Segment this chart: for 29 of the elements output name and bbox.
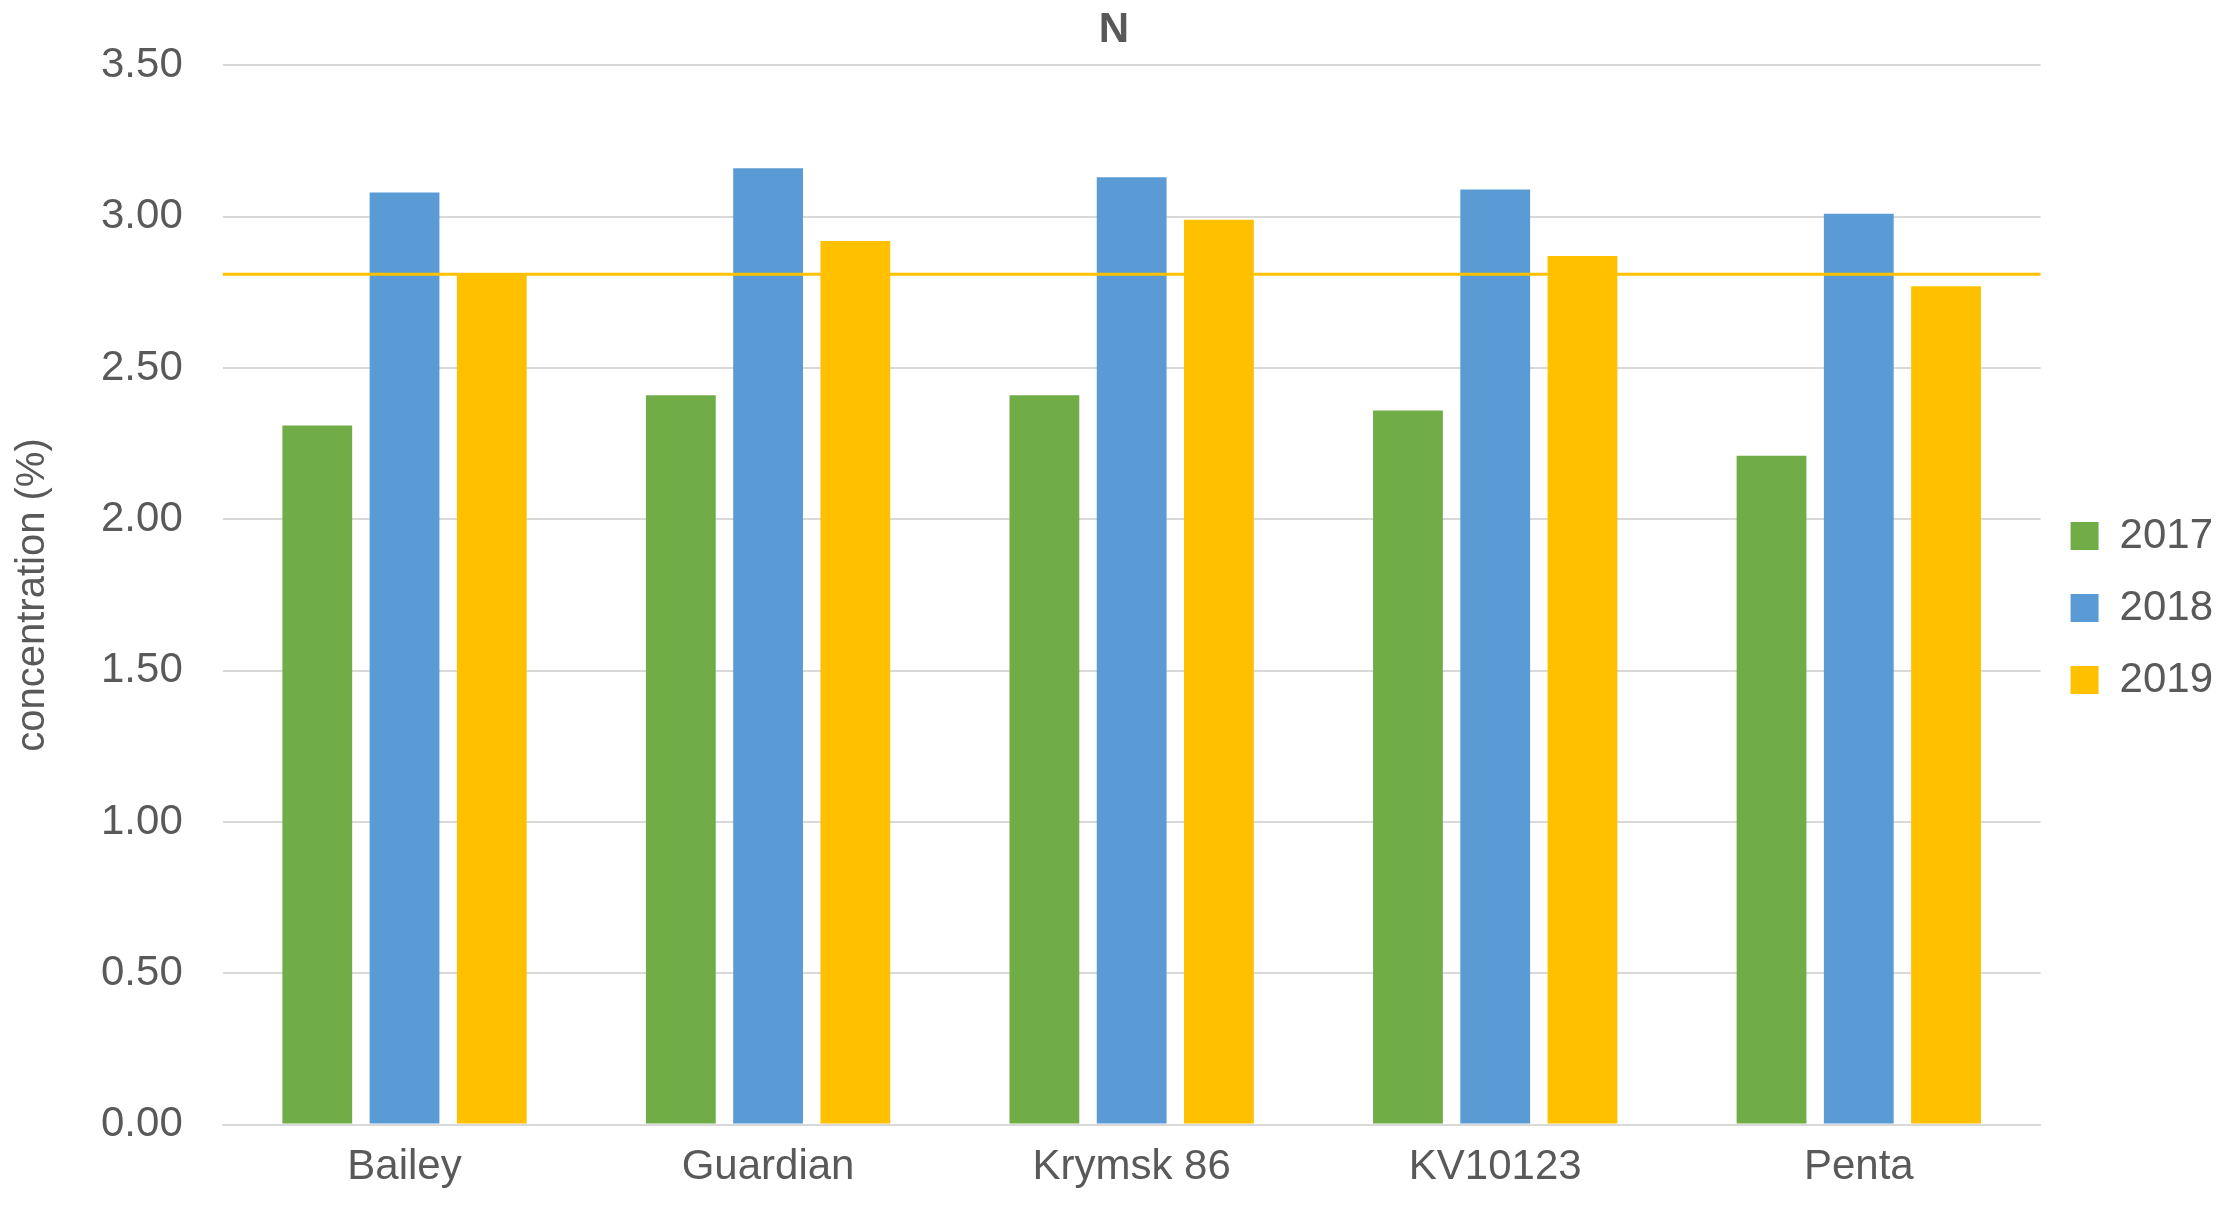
bar: [282, 425, 353, 1124]
bar: [1373, 410, 1443, 1124]
y-tick-label: 2.50: [100, 341, 183, 389]
bar: [1911, 286, 1981, 1124]
y-tick-label: 0.00: [100, 1098, 183, 1146]
bar: [369, 192, 440, 1124]
chart-title: N: [1098, 3, 1130, 51]
y-tick-label: 3.50: [100, 38, 183, 86]
legend-label: 2018: [2119, 581, 2213, 629]
y-tick-label: 0.50: [100, 946, 183, 994]
bar: [1736, 455, 1807, 1124]
y-axis-title: concentration (%): [8, 438, 53, 752]
y-tick-label: 3.00: [100, 190, 183, 238]
y-tick-label: 1.50: [100, 644, 183, 692]
bar: [1009, 395, 1080, 1124]
x-tick-label: Guardian: [681, 1141, 855, 1189]
x-tick-label: KV10123: [1408, 1141, 1582, 1189]
bar: [1096, 177, 1167, 1124]
legend-label: 2017: [2119, 509, 2213, 557]
x-tick-label: Penta: [1803, 1141, 1915, 1189]
x-tick-label: Krymsk 86: [1032, 1141, 1231, 1189]
legend-label: 2019: [2119, 653, 2213, 701]
y-tick-label: 1.00: [100, 795, 183, 843]
bar: [645, 395, 716, 1124]
x-tick-label: Bailey: [347, 1141, 462, 1189]
bar: [733, 168, 803, 1124]
bar: [1823, 213, 1894, 1124]
bar: [1460, 189, 1531, 1124]
y-tick-label: 2.00: [100, 492, 183, 540]
